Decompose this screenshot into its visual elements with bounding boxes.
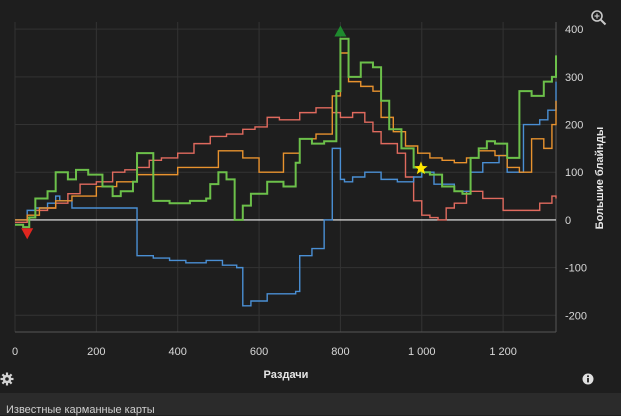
y-axis-label: Большие блайнды: [594, 127, 606, 230]
y-tick-label: 300: [565, 72, 583, 84]
series-line-1: [15, 107, 557, 224]
x-tick-label: 600: [250, 346, 268, 358]
series-line-4: [15, 37, 557, 229]
max-marker: [334, 25, 347, 37]
star-marker: [414, 161, 428, 175]
x-tick-label: 400: [169, 346, 187, 358]
y-tick-label: 400: [565, 24, 583, 36]
y-tick-label: 200: [565, 120, 583, 132]
y-tick-label: -200: [565, 310, 587, 322]
gear-icon[interactable]: [0, 372, 14, 386]
chart-markers: [21, 25, 428, 240]
min-marker: [21, 228, 34, 240]
chart-series: [15, 37, 557, 307]
zoom-icon[interactable]: [590, 9, 607, 26]
footer-panel: [0, 393, 621, 415]
known-hole-cards-label[interactable]: Известные карманные карты: [6, 404, 155, 416]
x-tick-label: 200: [87, 346, 105, 358]
series-line-3: [15, 52, 557, 221]
y-tick-label: 0: [565, 215, 571, 227]
chart-axes: 0 200 400 600 800 1 000 1 200-200-100010020030…: [12, 22, 587, 358]
y-tick-label: -100: [565, 263, 587, 275]
x-tick-label: 1 000: [408, 346, 436, 358]
x-tick-label: 0: [12, 346, 18, 358]
x-tick-label: 800: [331, 346, 349, 358]
chart-svg: 0 200 400 600 800 1 000 1 200-200-100010020030…: [12, 22, 606, 381]
x-axis-label: Раздачи: [264, 369, 309, 381]
x-tick-label: 1 200: [489, 346, 517, 358]
chart-grid: [14, 22, 556, 332]
series-line-2: [15, 81, 557, 307]
info-icon[interactable]: [582, 373, 594, 385]
y-tick-label: 100: [565, 167, 583, 179]
